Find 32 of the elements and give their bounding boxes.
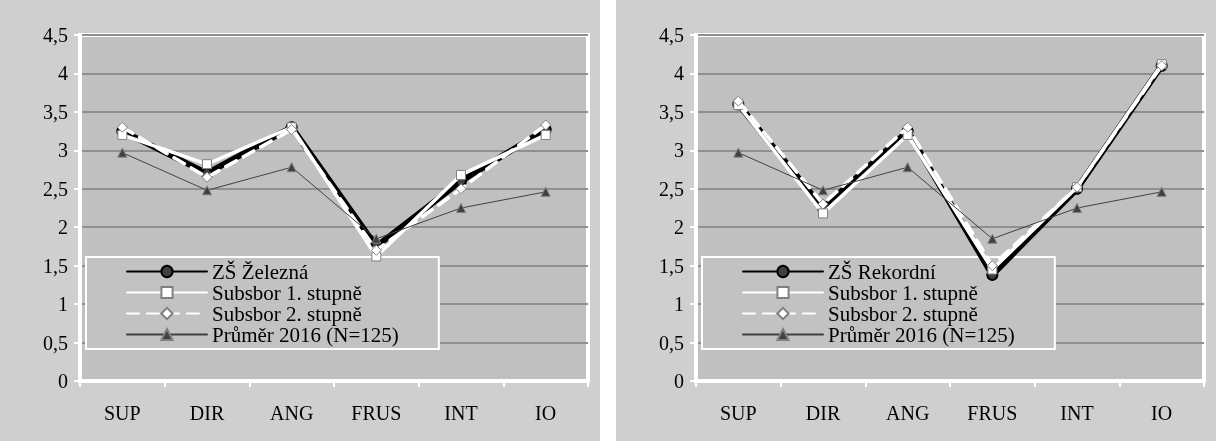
- y-tick-label: 1,5: [659, 254, 684, 277]
- y-tick-label: 4: [674, 62, 684, 85]
- y-tick-label: 4: [58, 62, 68, 85]
- y-tick-label: 0,5: [43, 331, 68, 354]
- x-tick-label: INT: [444, 402, 478, 424]
- y-tick-label: 2: [674, 216, 684, 239]
- x-tick-label: ANG: [269, 402, 314, 424]
- x-tick-label: IO: [535, 402, 557, 424]
- y-tick-label: 0: [674, 370, 684, 392]
- y-tick-label: 2,5: [43, 177, 68, 200]
- y-tick-label: 1: [58, 293, 68, 316]
- x-tick-label: DIR: [805, 402, 841, 424]
- x-tick-label: IO: [1151, 402, 1173, 424]
- y-tick-label: 4,5: [43, 24, 68, 46]
- x-tick-label: FRUS: [967, 402, 1018, 424]
- x-tick-label: ANG: [885, 402, 930, 424]
- y-tick-label: 3: [674, 139, 684, 162]
- y-tick-label: 2,5: [659, 177, 684, 200]
- x-tick-label: SUP: [719, 402, 757, 424]
- y-tick-label: 1,5: [43, 254, 68, 277]
- y-tick-label: 0: [58, 370, 68, 392]
- x-tick-label: DIR: [189, 402, 225, 424]
- y-tick-label: 3,5: [659, 100, 684, 123]
- x-tick-label: FRUS: [351, 402, 402, 424]
- y-tick-label: 0,5: [659, 331, 684, 354]
- y-tick-label: 2: [58, 216, 68, 239]
- x-tick-label: SUP: [103, 402, 141, 424]
- x-tick-label: INT: [1060, 402, 1094, 424]
- y-tick-label: 3,5: [43, 100, 68, 123]
- y-tick-label: 4,5: [659, 24, 684, 46]
- y-tick-label: 1: [674, 293, 684, 316]
- y-tick-label: 3: [58, 139, 68, 162]
